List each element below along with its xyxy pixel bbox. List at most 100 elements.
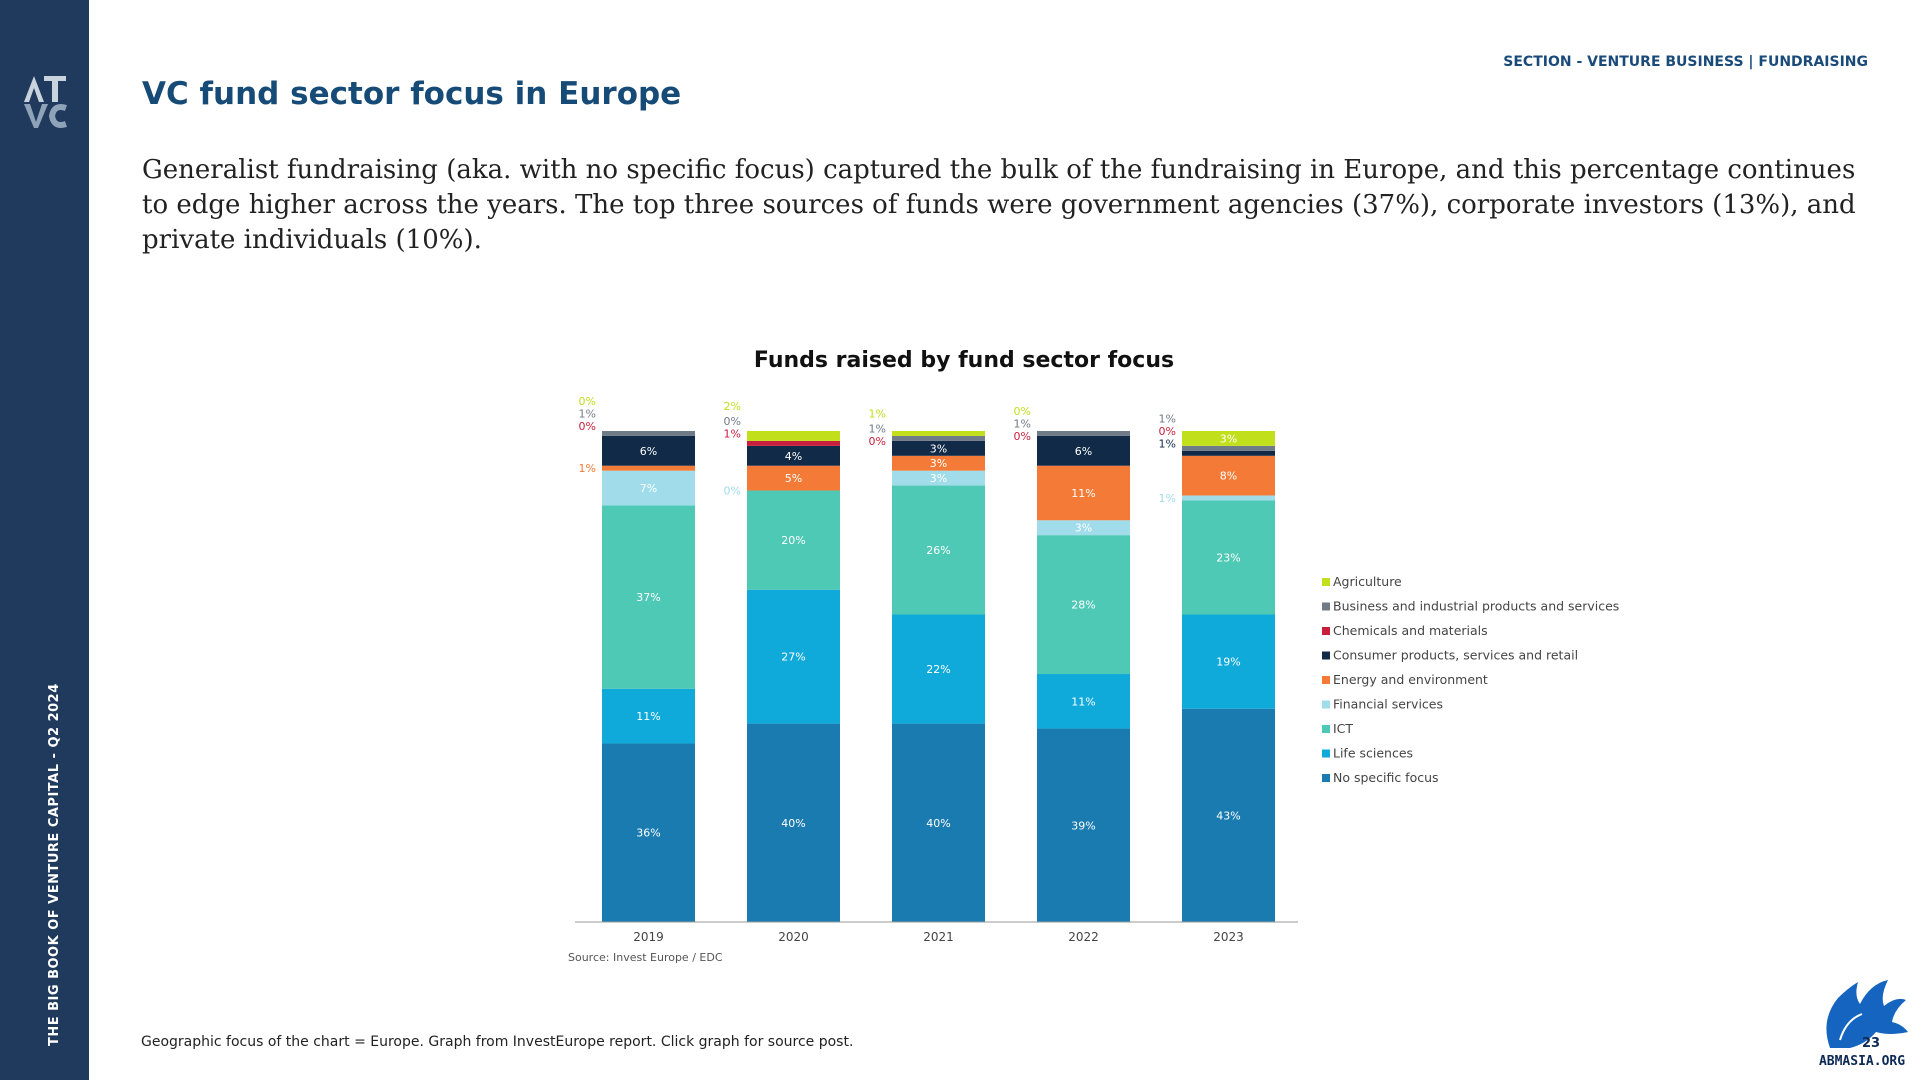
legend: Agriculture Business and industrial produ…	[1322, 574, 1619, 785]
bar-label-2022-5: 6%	[1075, 445, 1092, 458]
bar-label-2021-5: 3%	[930, 442, 947, 455]
bar-label-2022-7: 1%	[1014, 417, 1031, 430]
legend-swatch-3	[1322, 651, 1330, 660]
bar-segment-2023-3	[1182, 495, 1275, 501]
legend-label-1: Business and industrial products and ser…	[1333, 599, 1619, 614]
legend-swatch-4	[1322, 676, 1330, 684]
footer-note[interactable]: Geographic focus of the chart = Europe. …	[141, 1034, 854, 1050]
bar-segment-2019-0	[602, 743, 695, 922]
bar-label-2021-1: 22%	[926, 663, 950, 676]
bar-segment-2019-3	[602, 470, 695, 506]
bar-label-2022-6: 0%	[1014, 430, 1031, 443]
bar-segment-2020-8	[747, 431, 840, 441]
bar-segment-2019-4	[602, 465, 695, 471]
bar-segment-2022-1	[1037, 674, 1130, 729]
x-ticks-group: 2019 2020 2021 2022 2023	[633, 930, 1244, 944]
bar-label-2020-2: 20%	[781, 534, 805, 547]
bar-segment-2022-3	[1037, 520, 1130, 536]
bar-label-2023-7: 1%	[1159, 412, 1176, 425]
body-paragraph: Generalist fundraising (aka. with no spe…	[142, 155, 1856, 255]
bar-segment-2020-2	[747, 490, 840, 590]
bar-label-2020-0: 40%	[781, 817, 805, 830]
bar-label-2019-8: 0%	[579, 395, 596, 408]
bar-segment-2019-5	[602, 435, 695, 466]
bar-label-2020-4: 5%	[785, 472, 802, 485]
bar-label-2019-4: 1%	[579, 462, 596, 475]
bar-segment-2023-8	[1182, 431, 1275, 446]
bar-label-2019-1: 11%	[636, 710, 660, 723]
legend-swatch-1	[1322, 602, 1330, 611]
bar-segment-2020-6	[747, 440, 840, 446]
bar-label-2023-6: 0%	[1159, 425, 1176, 438]
bar-label-2021-3: 3%	[930, 472, 947, 485]
bar-segment-2022-2	[1037, 535, 1130, 675]
stacked-bar-chart[interactable]: Funds raised by fund sector focus 36% 11%…	[550, 340, 1650, 980]
legend-swatch-2	[1322, 627, 1330, 635]
bar-segment-2022-0	[1037, 728, 1130, 922]
bar-label-2023-1: 19%	[1216, 656, 1240, 669]
bar-label-2019-0: 36%	[636, 827, 660, 840]
x-tick-2019: 2019	[633, 930, 664, 944]
bar-label-2020-7: 0%	[724, 415, 741, 428]
bar-label-2020-3: 0%	[724, 485, 741, 498]
bar-label-2019-5: 6%	[640, 445, 657, 458]
bar-label-2021-8: 1%	[869, 407, 886, 420]
bar-segment-2020-0	[747, 723, 840, 922]
legend-label-8: No specific focus	[1333, 770, 1439, 785]
bar-label-2023-3: 1%	[1159, 492, 1176, 505]
bar-segment-2021-4	[892, 455, 985, 471]
legend-label-3: Consumer products, services and retail	[1333, 648, 1578, 663]
chart-title: Funds raised by fund sector focus	[754, 348, 1174, 373]
bar-segment-2021-3	[892, 470, 985, 486]
bar-segment-2020-5	[747, 445, 840, 466]
legend-label-7: Life sciences	[1333, 746, 1413, 761]
bar-label-2023-0: 43%	[1216, 809, 1240, 822]
bar-label-2023-4: 8%	[1220, 470, 1237, 483]
legend-label-2: Chemicals and materials	[1333, 623, 1488, 638]
bar-label-2019-2: 37%	[636, 591, 660, 604]
abmasia-logo[interactable]: 23 ABMASIA.ORG	[1810, 970, 1915, 1070]
bar-label-2022-2: 28%	[1071, 599, 1095, 612]
brand-text: ABMASIA.ORG	[1819, 1054, 1905, 1069]
bar-segment-2021-0	[892, 723, 985, 922]
atvc-logo	[24, 76, 67, 128]
legend-swatch-6	[1322, 725, 1330, 733]
bar-label-2021-4: 3%	[930, 457, 947, 470]
bar-segment-2020-4	[747, 465, 840, 491]
bar-segment-2021-8	[892, 431, 985, 436]
x-tick-2022: 2022	[1068, 930, 1099, 944]
bar-segment-2021-5	[892, 440, 985, 456]
bar-segment-2019-2	[602, 505, 695, 689]
x-tick-2020: 2020	[778, 930, 809, 944]
bar-segment-2021-2	[892, 485, 985, 615]
bar-label-2022-8: 0%	[1014, 405, 1031, 418]
bar-label-2019-3: 7%	[640, 482, 657, 495]
bar-label-2020-6: 1%	[724, 427, 741, 440]
bar-segment-2022-4	[1037, 465, 1130, 521]
section-label: SECTION - VENTURE BUSINESS | FUNDRAISING	[1503, 54, 1868, 70]
page-title: VC fund sector focus in Europe	[142, 76, 682, 112]
bar-segment-2023-5	[1182, 450, 1275, 456]
bars-group: 36%11%37%7%6%1%0%1%0%40%27%20%5%4%0%1%0%…	[579, 395, 1275, 922]
bar-segment-2023-7	[1182, 445, 1275, 451]
bar-label-2020-5: 4%	[785, 450, 802, 463]
bar-label-2022-3: 3%	[1075, 522, 1092, 535]
x-tick-2021: 2021	[923, 930, 954, 944]
legend-swatch-8	[1322, 774, 1330, 782]
bar-label-2021-7: 1%	[869, 422, 886, 435]
legend-swatch-5	[1322, 700, 1330, 709]
bar-label-2020-1: 27%	[781, 651, 805, 664]
brand-number: 23	[1862, 1036, 1880, 1051]
bar-label-2023-2: 23%	[1216, 551, 1240, 564]
bar-label-2023-5: 1%	[1159, 437, 1176, 450]
bar-label-2022-4: 11%	[1071, 487, 1095, 500]
sidebar-vertical-text: THE BIG BOOK OF VENTURE CAPITAL - Q2 202…	[47, 683, 62, 1046]
bar-segment-2019-7	[602, 431, 695, 436]
legend-swatch-7	[1322, 749, 1330, 758]
bar-label-2023-8: 3%	[1220, 432, 1237, 445]
bar-segment-2023-2	[1182, 500, 1275, 615]
bar-label-2021-0: 40%	[926, 817, 950, 830]
legend-label-4: Energy and environment	[1333, 672, 1488, 687]
bar-label-2022-0: 39%	[1071, 819, 1095, 832]
legend-label-6: ICT	[1333, 721, 1353, 736]
